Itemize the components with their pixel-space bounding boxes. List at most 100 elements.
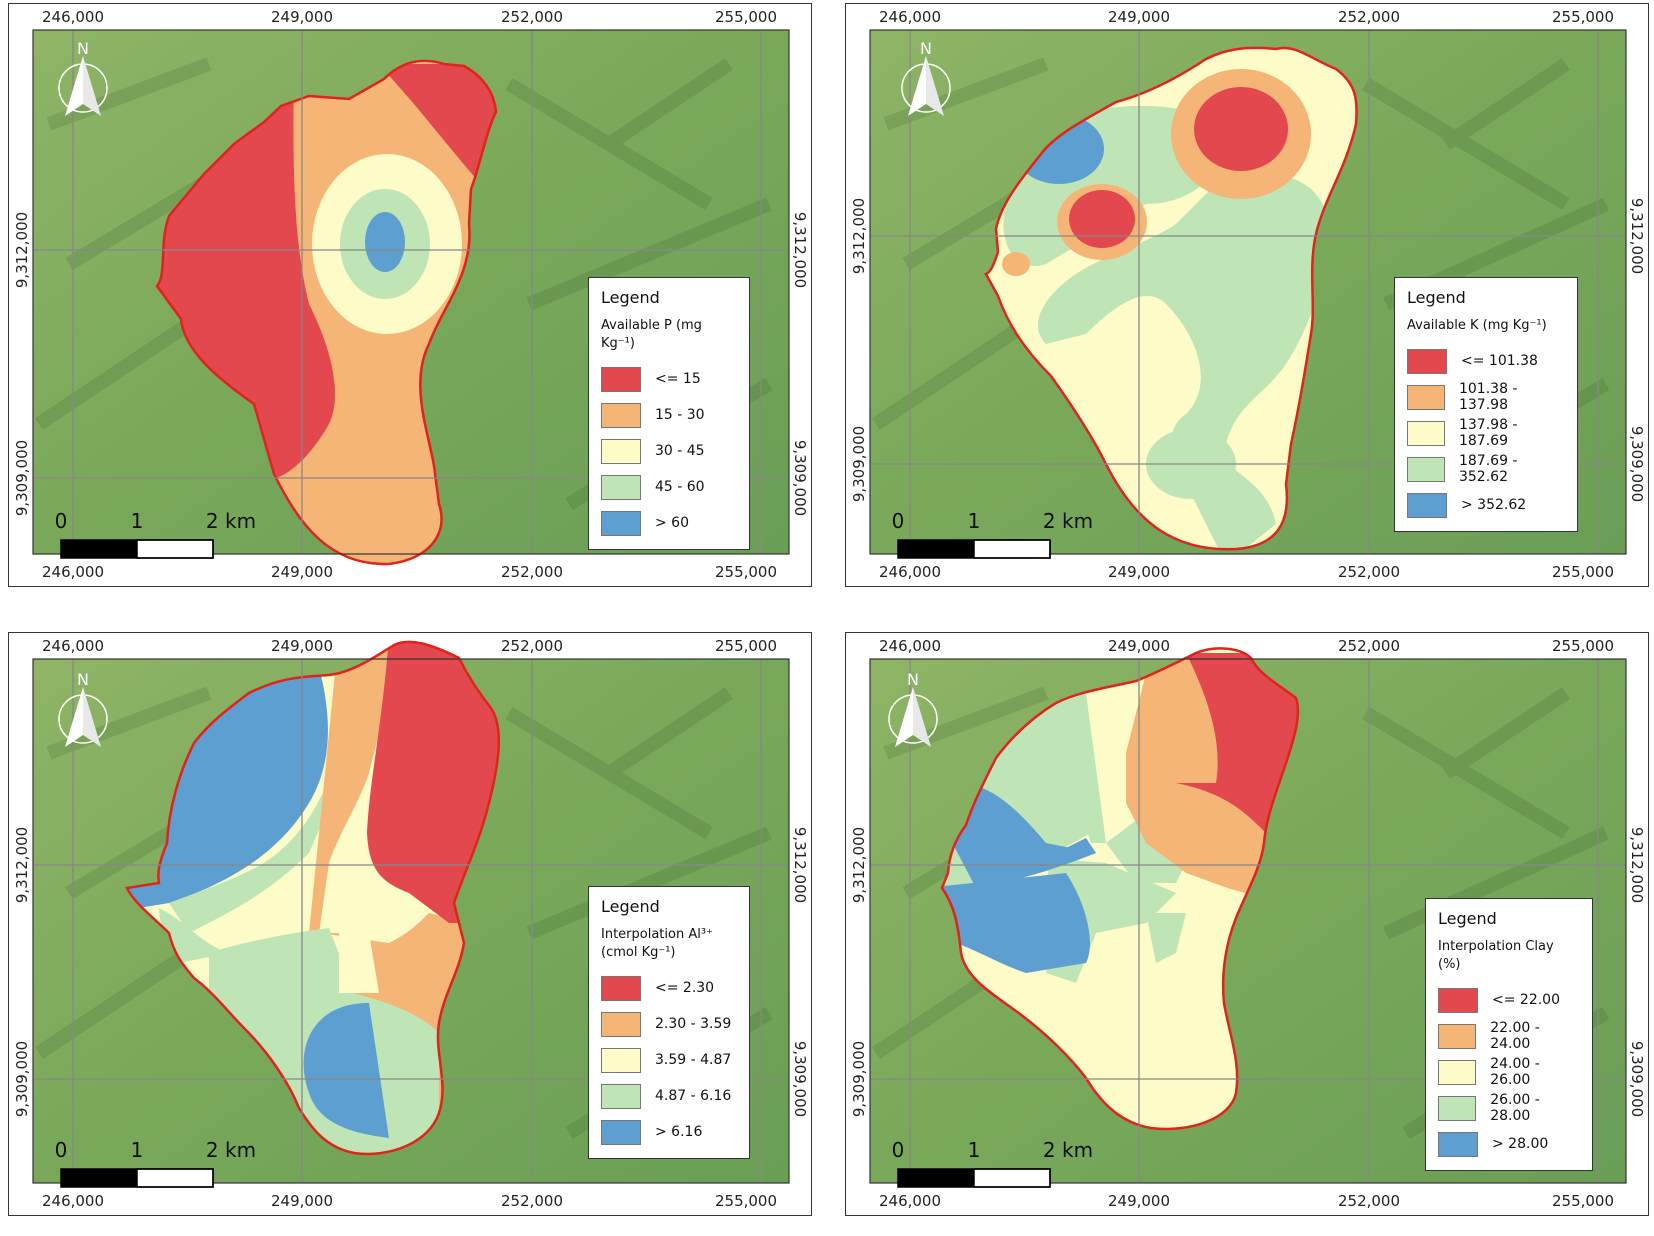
x-tick-label: 255,000: [715, 637, 777, 655]
legend-label: <= 101.38: [1461, 353, 1538, 369]
legend-item: <= 2.30: [601, 970, 737, 1006]
legend-swatch: [1438, 987, 1478, 1013]
x-tick-label: 252,000: [1338, 637, 1400, 655]
legend-item: 101.38 - 137.98: [1407, 379, 1565, 415]
legend-label: 2.30 - 3.59: [655, 1016, 732, 1032]
legend-swatch: [1407, 492, 1447, 518]
legend-item: <= 101.38: [1407, 343, 1565, 379]
legend-item: 22.00 - 24.00: [1438, 1018, 1580, 1054]
x-tick-label: 255,000: [715, 1192, 777, 1210]
legend-variable: Interpolation Clay (%): [1438, 939, 1554, 972]
x-tick-label: 246,000: [42, 1192, 104, 1210]
x-tick-label: 249,000: [271, 8, 333, 26]
x-tick-label: 246,000: [879, 1192, 941, 1210]
north-arrow-icon: N: [58, 39, 108, 116]
north-label: N: [907, 670, 919, 689]
x-tick-label: 249,000: [271, 1192, 333, 1210]
y-tick-label: 9,309,000: [850, 1041, 868, 1117]
y-tick-label: 9,312,000: [1628, 827, 1646, 903]
legend-label: 187.69 - 352.62: [1458, 453, 1518, 485]
map-panel-clay: 246,000 249,000 252,000 255,000 246,000 …: [845, 632, 1649, 1216]
x-tick-label: 255,000: [715, 563, 777, 581]
legend-label: 26.00 - 28.00: [1490, 1092, 1540, 1124]
coordinate-grid: [33, 659, 789, 1183]
map-panel-available-k: 246,000 249,000 252,000 255,000 246,000 …: [845, 3, 1649, 587]
legend-label: 137.98 - 187.69: [1458, 417, 1518, 449]
legend-label: 22.00 - 24.00: [1490, 1020, 1540, 1052]
x-tick-label: 252,000: [501, 637, 563, 655]
x-tick-label: 255,000: [1552, 1192, 1614, 1210]
y-tick-label: 9,312,000: [13, 827, 31, 903]
north-label: N: [77, 39, 89, 58]
north-label: N: [77, 670, 89, 689]
legend-label: <= 15: [655, 371, 701, 387]
legend-item: 2.30 - 3.59: [601, 1006, 737, 1042]
study-area-boundary: [125, 640, 501, 1156]
map-panel-aluminium: 246,000 249,000 252,000 255,000 246,000 …: [8, 632, 812, 1216]
legend-swatch: [601, 366, 641, 392]
x-tick-label: 252,000: [1338, 1192, 1400, 1210]
scale-tick: 1: [968, 1138, 981, 1162]
legend-swatch: [1407, 456, 1445, 482]
legend: Legend Available P (mg Kg⁻¹) <= 15 15 - …: [588, 277, 750, 550]
scale-tick: 2 km: [1043, 1138, 1093, 1162]
scale-tick: 0: [892, 1138, 905, 1162]
scale-tick: 2 km: [206, 509, 256, 533]
y-tick-label: 9,309,000: [1628, 426, 1646, 502]
y-tick-label: 9,309,000: [13, 1041, 31, 1117]
scale-bar: 0 1 2 km: [55, 509, 256, 559]
y-tick-label: 9,312,000: [1628, 198, 1646, 274]
legend-item: > 60: [601, 505, 737, 541]
scale-bar: 0 1 2 km: [892, 1138, 1093, 1188]
x-tick-label: 246,000: [42, 637, 104, 655]
x-tick-label: 255,000: [1552, 637, 1614, 655]
x-tick-label: 246,000: [879, 563, 941, 581]
x-tick-label: 249,000: [1108, 637, 1170, 655]
legend-label: 101.38 - 137.98: [1458, 381, 1518, 413]
x-tick-label: 249,000: [271, 637, 333, 655]
legend-swatch: [601, 1011, 641, 1037]
legend-item: 4.87 - 6.16: [601, 1078, 737, 1114]
legend-swatch: [601, 1083, 641, 1109]
legend-item: <= 15: [601, 361, 737, 397]
legend-swatch: [1407, 420, 1445, 446]
scale-tick: 1: [131, 509, 144, 533]
x-tick-label: 249,000: [1108, 1192, 1170, 1210]
legend-title: Legend: [1407, 288, 1466, 307]
legend: Legend Interpolation Clay (%) <= 22.00 2…: [1425, 898, 1593, 1171]
legend-swatch: [1407, 384, 1445, 410]
legend-item: 15 - 30: [601, 397, 737, 433]
scale-bar: 0 1 2 km: [892, 509, 1093, 559]
legend-swatch: [601, 510, 641, 536]
study-area-boundary: [940, 647, 1300, 1131]
legend-swatch: [1438, 1131, 1478, 1157]
legend-label: <= 22.00: [1492, 992, 1560, 1008]
y-tick-label: 9,312,000: [13, 212, 31, 288]
legend-title: Legend: [1438, 909, 1497, 928]
legend-item: 45 - 60: [601, 469, 737, 505]
legend-label: 24.00 - 26.00: [1490, 1056, 1540, 1088]
legend-item: 3.59 - 4.87: [601, 1042, 737, 1078]
y-tick-label: 9,309,000: [13, 440, 31, 516]
legend-label: > 352.62: [1461, 497, 1527, 513]
scale-bar: 0 1 2 km: [55, 1138, 256, 1188]
legend-label: > 6.16: [655, 1124, 703, 1140]
legend-swatch: [1438, 1095, 1477, 1121]
legend-label: > 60: [655, 515, 689, 531]
legend-swatch: [601, 1047, 641, 1073]
scale-tick: 0: [55, 1138, 68, 1162]
legend-swatch: [601, 438, 641, 464]
north-label: N: [920, 39, 932, 58]
scale-tick: 1: [131, 1138, 144, 1162]
scale-tick: 1: [968, 509, 981, 533]
legend-swatch: [601, 975, 641, 1001]
legend-label: 30 - 45: [655, 443, 705, 459]
north-arrow-icon: N: [888, 670, 938, 747]
legend: Legend Interpolation Al³⁺ (cmol Kg⁻¹) <=…: [588, 886, 750, 1159]
x-tick-label: 246,000: [879, 637, 941, 655]
y-tick-label: 9,309,000: [850, 426, 868, 502]
y-tick-label: 9,312,000: [850, 198, 868, 274]
legend: Legend Available K (mg Kg⁻¹) <= 101.38 1…: [1394, 277, 1578, 532]
legend-swatch: [1438, 1059, 1477, 1085]
legend-item: 26.00 - 28.00: [1438, 1090, 1580, 1126]
